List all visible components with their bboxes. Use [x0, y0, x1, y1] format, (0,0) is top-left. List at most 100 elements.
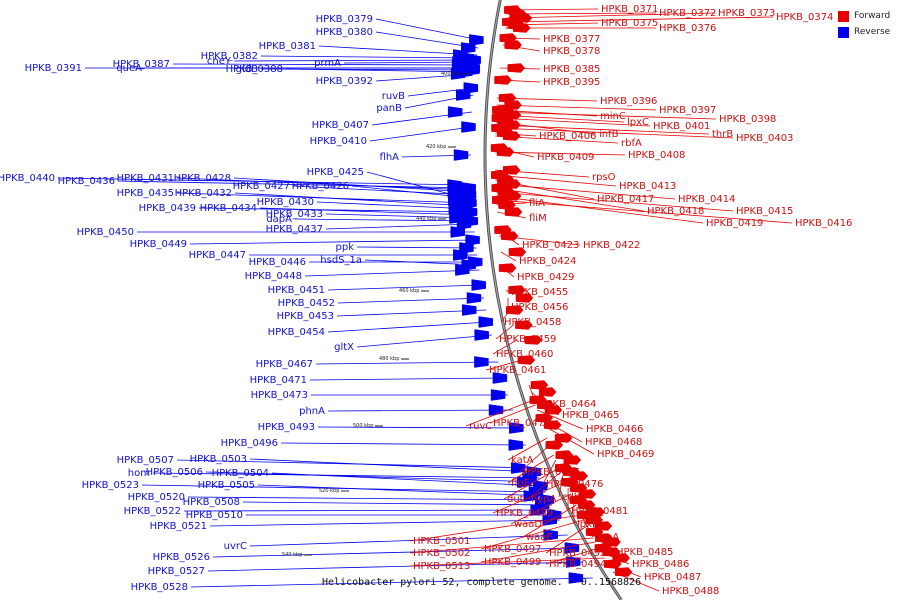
- gene-label-hpkb_0492: HPKB_0492: [549, 548, 606, 559]
- gene-label-hpkb_0503: HPKB_0503: [190, 454, 247, 465]
- gene-label-hom: hom: [128, 468, 150, 479]
- reverse-feature-hpkb_0453: [462, 304, 477, 316]
- leader-rpso: [495, 169, 590, 178]
- gene-label-hpkb_0528: HPKB_0528: [131, 582, 188, 593]
- leader-hpkb_0520: [187, 496, 550, 501]
- leader-hpkb_0439: [198, 207, 474, 213]
- gene-label-hpkb_0373: HPKB_0373: [718, 8, 775, 19]
- leader-hpkb_0437: [325, 223, 475, 230]
- gene-label-prma: prmA: [314, 58, 341, 69]
- gene-label-hpkb_0506: HPKB_0506: [146, 467, 203, 478]
- leader-gltx: [356, 334, 492, 348]
- leader-hpkb_0414: [495, 183, 676, 200]
- leader-hpkb_0449: [189, 239, 476, 245]
- gene-label-ruvb: ruvB: [382, 91, 405, 102]
- leader-hpkb_0502: [409, 537, 594, 554]
- gene-label-hpkb_0413: HPKB_0413: [619, 181, 676, 192]
- forward-feature-hpkb_0385: [507, 63, 526, 73]
- tick-label-1: 420 kbp: [426, 144, 446, 150]
- reverse-feature-hpkb_0410: [461, 121, 476, 133]
- gene-label-hpkb_0458: HPKB_0458: [504, 317, 561, 328]
- gene-label-hpkb_0460: HPKB_0460: [496, 349, 553, 360]
- leader-hpkb_0486: [601, 551, 630, 565]
- tick-label-3: 460 kbp: [399, 288, 419, 294]
- leader-hpkb_0504: [271, 472, 544, 487]
- leader-hpkb_0492: [545, 525, 588, 554]
- leader-hpkb_0471: [309, 377, 503, 381]
- gene-label-hpkb_0505: HPKB_0505: [198, 480, 255, 491]
- gene-label-hpkb_0401: HPKB_0401: [653, 121, 710, 132]
- gene-label-hpkb_0388: HPKB_0388: [226, 64, 283, 75]
- forward-feature-hpkb_0378: [504, 40, 522, 50]
- gene-label-hpkb_0493: HPKB_0493: [258, 422, 315, 433]
- forward-feature-hpkb_0465: [538, 387, 557, 397]
- gene-label-hpkb_0527: HPKB_0527: [148, 566, 205, 577]
- gene-label-hpkb_0429: HPKB_0429: [517, 272, 574, 283]
- gene-label-hpkb_0499: HPKB_0499: [484, 557, 541, 568]
- leader-hpkb_0410: [369, 126, 472, 142]
- leader-hom: [152, 472, 540, 479]
- gene-label-hpkb_0419: HPKB_0419: [706, 218, 763, 229]
- forward-swatch: [838, 10, 849, 22]
- gene-label-hpkb_0436: HPKB_0436: [58, 176, 115, 187]
- leader-hpkb_0408: [494, 151, 626, 156]
- tick-label-7: 540 kbp: [282, 552, 302, 558]
- genome-backbone: [483, 0, 623, 600]
- leader-hpkb_0461: [485, 359, 522, 371]
- leader-hpkb_0382: [260, 55, 477, 59]
- gene-label-hpkb_0406: HPKB_0406: [539, 131, 596, 142]
- gene-label-hpkb_0391: HPKB_0391: [25, 63, 82, 74]
- gene-label-hpkb_0456: HPKB_0456: [511, 302, 568, 313]
- gene-label-hpkb_0376: HPKB_0376: [659, 23, 716, 34]
- leader-dut: [503, 467, 560, 500]
- leader-hpkb_0424: [500, 251, 517, 262]
- leader-hpkb_0508: [242, 501, 553, 506]
- forward-feature-hpkb_0487: [604, 559, 622, 569]
- leader-hpkb_0467: [315, 361, 499, 365]
- gene-label-rbfa: rbfA: [621, 138, 642, 149]
- leader-hpkb_0429: [502, 267, 515, 278]
- reverse-feature-hpkb_0392: [450, 68, 466, 80]
- leader-hpkb_0436: [117, 180, 472, 189]
- gene-label-hpkb_0455: HPKB_0455: [511, 287, 568, 298]
- tick-label-4: 480 kbp: [379, 356, 399, 362]
- tick-label-0: 400 kbp: [441, 71, 461, 77]
- leader-hpkb_0454: [327, 321, 489, 333]
- gene-label-dapa: dapA: [266, 214, 292, 225]
- leader-hpkb_0451: [327, 284, 482, 291]
- gene-label-hpkb_0485: HPKB_0485: [616, 547, 673, 558]
- leader-hpkb_0475: [519, 444, 551, 473]
- forward-feature-hpkb_0429: [498, 263, 517, 273]
- leader-hpkb_0397: [496, 104, 657, 111]
- leader-chey: [233, 59, 477, 62]
- gene-label-hpkb_0397: HPKB_0397: [659, 105, 716, 116]
- legend-reverse-label: Reverse: [854, 27, 891, 37]
- gene-label-hpkb_0430: HPKB_0430: [257, 197, 314, 208]
- leader-hpkb_0433: [325, 213, 474, 219]
- leader-hpkb_0377: [503, 37, 541, 40]
- gene-label-hpkb_0454: HPKB_0454: [268, 327, 325, 338]
- leader-hpkb_0432: [234, 192, 473, 207]
- leader-dapa: [294, 218, 474, 222]
- gene-label-hpkb_0475: HPKB_0475: [523, 467, 580, 478]
- gene-label-hpkb_0428: HPKB_0428: [174, 173, 231, 184]
- leader-hpkb_0403: [495, 127, 734, 139]
- leader-hpkb_0459: [495, 324, 514, 340]
- gene-label-cdh: cdh: [562, 492, 580, 503]
- leader-hpkb_0373: [506, 12, 716, 19]
- forward-feature-waae: [577, 500, 596, 510]
- gene-label-hpkb_0435: HPKB_0435: [117, 188, 174, 199]
- gene-label-hpkb_0440: HPKB_0440: [0, 173, 55, 184]
- leader-hpkb_0426: [351, 185, 473, 199]
- backbone-highlight: [484, 0, 622, 600]
- leader-hpkb_0493: [317, 426, 520, 429]
- gene-label-hpkb_0416: HPKB_0416: [795, 218, 852, 229]
- gene-label-hpkb_0432: HPKB_0432: [175, 188, 232, 199]
- gene-label-hpkb_0403: HPKB_0403: [736, 133, 793, 144]
- gene-label-hpkb_0387: HPKB_0387: [113, 59, 170, 70]
- leader-hpkb_0422: [499, 235, 581, 246]
- gene-label-hpkb_0452: HPKB_0452: [278, 298, 335, 309]
- gene-label-kata: katA: [511, 455, 534, 466]
- gene-label-hpkb_0504: HPKB_0504: [212, 468, 269, 479]
